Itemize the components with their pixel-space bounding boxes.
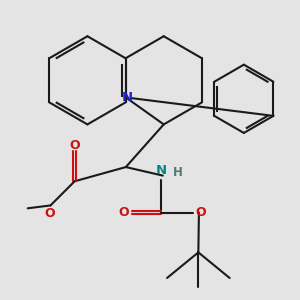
Text: H: H: [172, 166, 182, 179]
Text: O: O: [45, 207, 55, 220]
Text: O: O: [195, 206, 206, 219]
Text: N: N: [156, 164, 167, 177]
Text: O: O: [118, 206, 129, 219]
Text: N: N: [122, 91, 133, 104]
Text: O: O: [69, 139, 80, 152]
